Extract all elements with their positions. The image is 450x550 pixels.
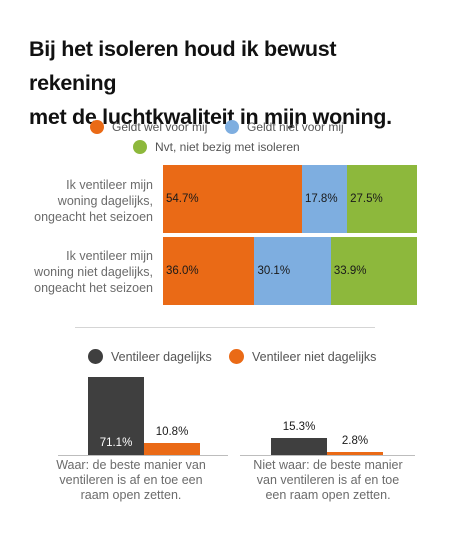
bar-segment-geldt-niet: 30.1%	[254, 237, 331, 305]
row-label-line: woning dagelijks,	[57, 194, 153, 208]
data-label: 30.1%	[257, 265, 291, 277]
bar-ventileer-dagelijks	[88, 377, 144, 455]
row-label-line: Ik ventileer mijn	[66, 178, 153, 192]
title-line-1: Bij het isoleren houd ik bewust rekening	[29, 37, 337, 95]
legend-swatch-dark	[88, 349, 103, 364]
group-label-waar: Waar: de beste manier van ventileren is …	[46, 458, 216, 503]
row-label-1: Ik ventileer mijn woning dagelijks, onge…	[13, 177, 153, 225]
data-label: 17.8%	[304, 193, 338, 205]
title-line-2: met de luchtkwaliteit in mijn woning.	[29, 105, 392, 129]
data-label: 36.0%	[166, 265, 199, 277]
legend-swatch-blue	[225, 120, 239, 134]
group-label-line: Niet waar: de beste manier	[253, 458, 403, 472]
data-label: 33.9%	[333, 265, 367, 277]
data-label: 27.5%	[350, 193, 383, 205]
group-label-line: raam open zetten.	[80, 488, 182, 502]
legend-item-ventileer-dagelijks: Ventileer dagelijks	[88, 349, 212, 364]
legend-label: Geldt niet voor mij	[247, 120, 344, 134]
data-label: 54.7%	[166, 193, 199, 205]
stacked-bar-row-1: 54.7% 17.8% 27.5%	[162, 164, 418, 234]
legend-label: Nvt, niet bezig met isoleren	[155, 140, 300, 154]
row-label-line: Ik ventileer mijn	[66, 249, 153, 263]
legend-item-geldt-niet: Geldt niet voor mij	[225, 120, 344, 134]
legend-swatch-green	[133, 140, 147, 154]
row-label-line: ongeacht het seizoen	[34, 281, 153, 295]
group-label-line: ventileren is af en toe een	[59, 473, 203, 487]
bar-ventileer-niet-dagelijks	[144, 443, 200, 455]
x-axis-line	[240, 455, 415, 456]
data-label: 10.8%	[155, 426, 189, 439]
legend-label: Geldt wel voor mij	[112, 120, 208, 134]
bar-segment-nvt: 27.5%	[347, 165, 417, 233]
group-label-line: Waar: de beste manier van	[56, 458, 206, 472]
legend-item-ventileer-niet-dagelijks: Ventileer niet dagelijks	[229, 349, 376, 364]
row-label-line: woning niet dagelijks,	[34, 265, 153, 279]
section-divider	[75, 327, 375, 328]
x-axis-line	[58, 455, 228, 456]
bar-segment-geldt-wel: 36.0%	[163, 237, 255, 305]
group-label-line: van ventileren is af en toe	[256, 473, 400, 487]
row-label-line: ongeacht het seizoen	[34, 210, 153, 224]
legend-label: Ventileer niet dagelijks	[252, 349, 377, 364]
chart-title: Bij het isoleren houd ik bewust rekening…	[29, 32, 429, 134]
bar-segment-geldt-wel: 54.7%	[163, 165, 302, 233]
data-label: 2.8%	[341, 434, 369, 447]
legend-item-geldt-wel: Geldt wel voor mij	[90, 120, 207, 134]
bar-segment-geldt-niet: 17.8%	[301, 165, 348, 233]
legend-label: Ventileer dagelijks	[111, 349, 212, 364]
legend-item-nvt: Nvt, niet bezig met isoleren	[133, 140, 300, 154]
data-label: 15.3%	[282, 421, 316, 434]
group-label-line: een raam open zetten.	[265, 488, 391, 502]
legend-swatch-orange	[229, 349, 244, 364]
bar-segment-nvt: 33.9%	[330, 237, 417, 305]
bar-ventileer-dagelijks	[271, 438, 327, 455]
stacked-bar-row-2: 36.0% 30.1% 33.9%	[162, 236, 418, 306]
data-label: 71.1%	[99, 437, 133, 449]
row-label-2: Ik ventileer mijn woning niet dagelijks,…	[13, 248, 153, 296]
bar-ventileer-niet-dagelijks	[327, 451, 383, 455]
group-label-niet-waar: Niet waar: de beste manier van ventilere…	[243, 458, 413, 503]
legend-swatch-orange	[90, 120, 104, 134]
